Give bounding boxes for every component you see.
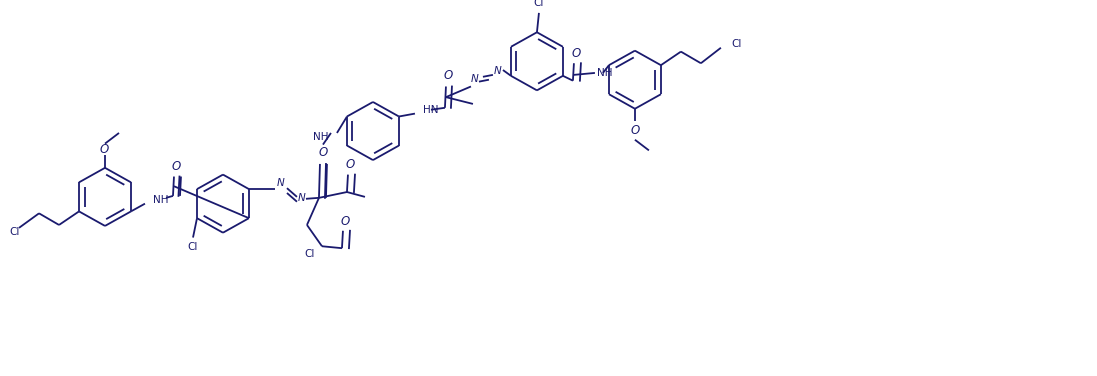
Text: N: N (471, 74, 478, 84)
Text: O: O (340, 215, 350, 227)
Text: O: O (631, 124, 640, 136)
Text: O: O (171, 160, 181, 173)
Text: Cl: Cl (534, 0, 544, 8)
Text: Cl: Cl (188, 242, 199, 252)
Text: Cl: Cl (9, 227, 20, 237)
Text: N: N (278, 178, 285, 188)
Text: Cl: Cl (305, 249, 315, 259)
Text: N: N (494, 66, 501, 76)
Text: O: O (346, 158, 354, 171)
Text: O: O (572, 47, 580, 60)
Text: NH: NH (152, 195, 169, 205)
Text: N: N (298, 193, 306, 203)
Text: Cl: Cl (731, 39, 742, 49)
Text: O: O (318, 146, 328, 159)
Text: NH: NH (597, 68, 612, 78)
Text: O: O (100, 143, 109, 156)
Text: O: O (443, 69, 453, 82)
Text: NH: NH (314, 132, 329, 142)
Text: HN: HN (423, 105, 439, 115)
